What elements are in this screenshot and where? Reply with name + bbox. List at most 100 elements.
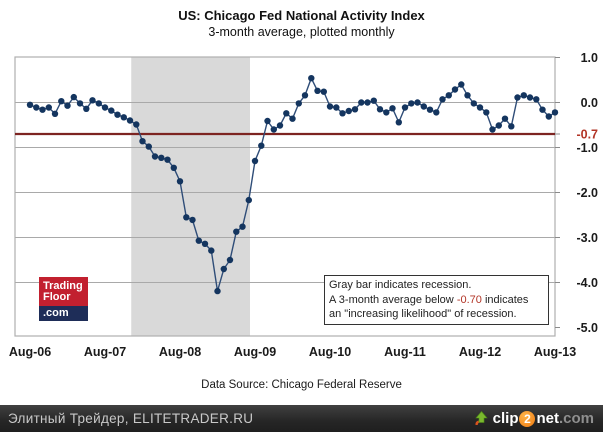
tradingfloor-logo-bottom: .com <box>39 306 88 321</box>
plot-frame <box>14 56 556 337</box>
data-point <box>483 109 490 116</box>
data-point <box>233 228 240 235</box>
data-point <box>45 104 52 111</box>
data-point <box>245 196 252 204</box>
data-point <box>83 105 90 113</box>
data-point <box>164 156 171 163</box>
y-tick-label: 0.0 <box>581 96 598 110</box>
upload-arrow-icon <box>474 411 488 425</box>
data-point <box>333 104 340 111</box>
data-point <box>376 106 384 113</box>
data-point <box>320 88 327 95</box>
data-point <box>226 256 234 264</box>
data-point <box>139 138 146 145</box>
recession-note-line1: Gray bar indicates recession. <box>329 279 472 291</box>
data-point <box>239 223 246 230</box>
data-point <box>489 126 496 133</box>
data-point <box>551 109 559 116</box>
data-point <box>270 126 277 133</box>
x-tick-label: Aug-06 <box>9 345 51 359</box>
y-tick-label: -5.0 <box>576 321 598 335</box>
x-tick-label: Aug-11 <box>384 345 426 359</box>
data-point <box>520 92 527 99</box>
data-point <box>258 142 265 149</box>
clip2net-2-badge: 2 <box>519 410 536 427</box>
data-point <box>408 100 415 107</box>
data-point <box>145 143 152 150</box>
data-point <box>420 103 427 110</box>
clip2net-logo[interactable]: clip 2 net .com <box>473 410 603 427</box>
data-point <box>308 75 315 82</box>
data-point <box>114 111 121 118</box>
data-point <box>508 123 515 130</box>
y-tick-label: -1.0 <box>576 141 598 155</box>
data-point <box>458 81 465 88</box>
data-point <box>314 87 321 95</box>
data-point <box>414 99 421 106</box>
data-point <box>70 93 78 101</box>
data-point <box>383 109 390 116</box>
data-point <box>220 265 227 273</box>
y-tick-label: -3.0 <box>576 231 598 245</box>
data-point <box>501 115 509 122</box>
data-point <box>95 100 103 107</box>
data-point <box>76 100 84 107</box>
data-point <box>39 106 46 113</box>
data-point <box>295 100 302 107</box>
chart-subtitle: 3-month average, plotted monthly <box>208 25 395 39</box>
data-point <box>476 104 484 111</box>
data-point <box>358 99 365 106</box>
clip2net-text-net: net <box>536 410 559 427</box>
data-point <box>64 102 71 109</box>
tradingfloor-logo: Trading Floor .com <box>39 277 88 321</box>
recession-note-line2: A 3-month average below -0.70 indicates <box>329 293 529 306</box>
data-point <box>464 92 471 99</box>
data-point <box>364 99 371 106</box>
data-point <box>289 115 296 122</box>
y-tick-label: 1.0 <box>581 51 598 65</box>
data-point <box>201 240 209 247</box>
data-point <box>158 154 165 161</box>
data-point <box>395 119 402 126</box>
data-point <box>101 104 109 111</box>
y-tick-label: -0.7 <box>576 128 598 142</box>
watermark-bar: Элитный Трейдер, ELITETRADER.RU clip 2 n… <box>0 405 603 432</box>
data-point <box>170 164 177 171</box>
data-point <box>133 121 140 128</box>
data-point <box>89 97 96 104</box>
threshold-value-text: -0.70 <box>456 293 482 306</box>
cfnai-line-chart: 1.0 0.0 -0.7-1.0 -2.0 -3.0 -4.0 -5.0 Aug-06 Aug-… <box>9 51 598 359</box>
data-point <box>195 237 202 244</box>
recession-band <box>131 57 250 336</box>
clip2net-text-com: .com <box>558 410 594 427</box>
elitetrader-watermark: Элитный Трейдер, ELITETRADER.RU <box>8 411 254 426</box>
data-point <box>426 106 434 113</box>
data-point <box>433 109 440 116</box>
data-point <box>351 106 359 113</box>
data-point <box>26 101 34 109</box>
data-point <box>126 117 134 124</box>
data-point <box>339 110 346 117</box>
data-point <box>445 92 452 99</box>
x-tick-label: Aug-07 <box>84 345 126 359</box>
chart-title: US: Chicago Fed National Activity Index <box>178 8 425 23</box>
data-point <box>514 94 521 101</box>
y-tick-label: -2.0 <box>576 186 598 200</box>
data-point <box>151 153 159 160</box>
data-point <box>370 97 377 104</box>
data-point <box>264 117 271 125</box>
data-point <box>389 105 396 112</box>
data-point <box>33 104 40 111</box>
tradingfloor-logo-top: Trading Floor <box>39 277 88 306</box>
data-point <box>51 110 59 118</box>
data-point <box>176 178 184 185</box>
data-point <box>283 110 290 117</box>
data-point <box>539 106 546 113</box>
data-point <box>301 92 309 99</box>
data-point <box>495 122 502 129</box>
data-point <box>326 103 334 110</box>
data-source-caption: Data Source: Chicago Federal Reserve <box>201 379 402 391</box>
data-point <box>189 216 196 224</box>
x-tick-label: Aug-09 <box>234 345 276 359</box>
